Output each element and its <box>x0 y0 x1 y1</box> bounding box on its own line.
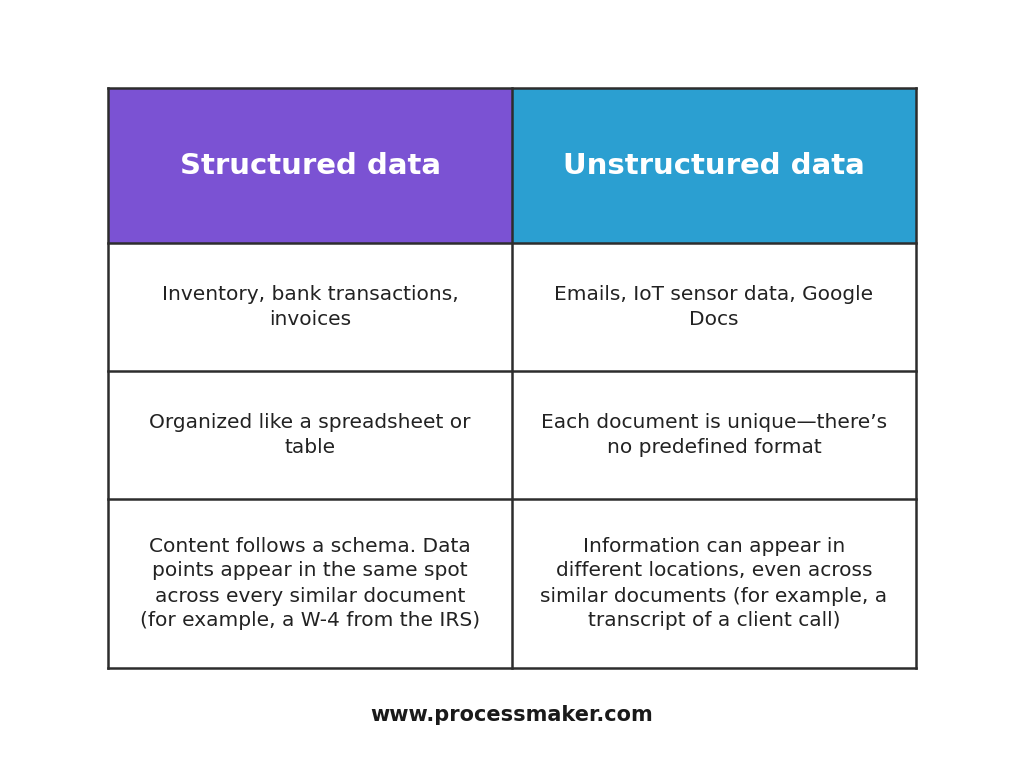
Text: Content follows a schema. Data
points appear in the same spot
across every simil: Content follows a schema. Data points ap… <box>140 537 480 631</box>
Text: Unstructured data: Unstructured data <box>563 151 865 180</box>
Text: Each document is unique—there’s
no predefined format: Each document is unique—there’s no prede… <box>541 413 887 457</box>
Text: Information can appear in
different locations, even across
similar documents (fo: Information can appear in different loca… <box>541 537 888 631</box>
Bar <box>108 243 916 371</box>
Text: Emails, IoT sensor data, Google
Docs: Emails, IoT sensor data, Google Docs <box>554 285 873 329</box>
Bar <box>512 88 916 243</box>
Bar <box>108 371 916 499</box>
Bar <box>108 499 916 668</box>
Text: Organized like a spreadsheet or
table: Organized like a spreadsheet or table <box>150 413 471 457</box>
Text: Structured data: Structured data <box>179 151 440 180</box>
Text: Inventory, bank transactions,
invoices: Inventory, bank transactions, invoices <box>162 285 459 329</box>
Text: www.processmaker.com: www.processmaker.com <box>371 705 653 725</box>
Bar <box>108 88 512 243</box>
